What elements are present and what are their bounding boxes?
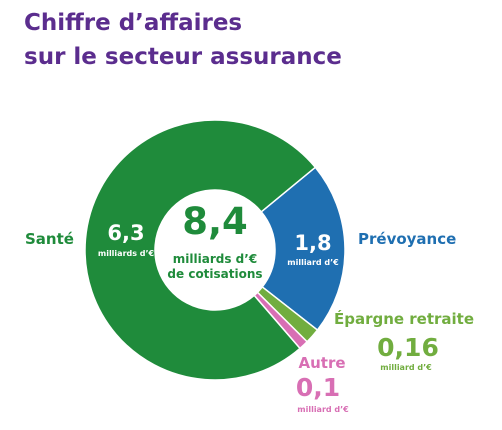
donut-center-hole bbox=[155, 190, 275, 310]
autre-category-label: Autre bbox=[298, 354, 345, 372]
epargne-value-label: 0,16 bbox=[377, 333, 439, 362]
prevoyance-value-label: 1,8 bbox=[294, 231, 331, 255]
epargne-unit-label: milliard d’€ bbox=[380, 363, 432, 372]
autre-value-label: 0,1 bbox=[296, 373, 340, 402]
sante-value-label: 6,3 bbox=[107, 221, 144, 245]
prevoyance-category-label: Prévoyance bbox=[358, 230, 456, 248]
epargne-category-label: Épargne retraite bbox=[334, 309, 474, 328]
sante-category-label: Santé bbox=[25, 230, 74, 248]
chart-title-line1: Chiffre d’affaires bbox=[24, 10, 243, 36]
chart-title: Chiffre d’affaires sur le secteur assura… bbox=[24, 6, 342, 74]
center-unit-line1: milliards d’€ bbox=[173, 252, 257, 266]
center-total-value: 8,4 bbox=[182, 200, 248, 243]
chart-title-line2: sur le secteur assurance bbox=[24, 44, 342, 70]
prevoyance-unit-label: milliard d’€ bbox=[287, 258, 339, 267]
center-unit-line2: de cotisations bbox=[167, 267, 262, 281]
autre-unit-label: milliard d’€ bbox=[297, 405, 349, 414]
sante-unit-label: milliards d’€ bbox=[98, 249, 155, 258]
